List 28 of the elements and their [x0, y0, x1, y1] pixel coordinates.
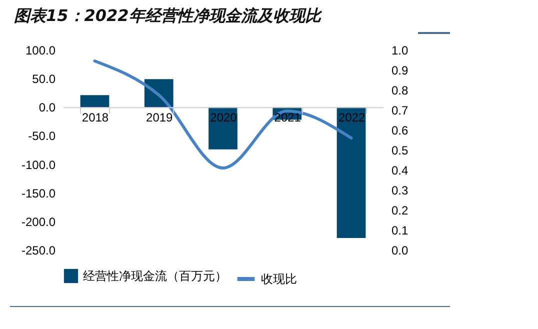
legend-label: 收现比: [261, 272, 297, 286]
y2-tick-label: 0.9: [392, 64, 409, 78]
y2-tick-label: 0.4: [392, 164, 409, 178]
x-tick-label: 2018: [82, 110, 109, 125]
y-tick-label: 0.0: [38, 100, 56, 115]
bar: [336, 107, 366, 238]
y-tick-label: -250.0: [21, 244, 56, 258]
y2-tick-label: 0.2: [392, 204, 409, 218]
x-tick-label: 2022: [338, 110, 366, 125]
chart-title: 图表15：2022年经营性净现金流及收现比: [14, 6, 321, 27]
y2-tick-label: 1.0: [392, 44, 409, 58]
y2-tick-label: 0.6: [392, 124, 409, 138]
y2-tick-label: 0.0: [392, 244, 409, 258]
y-tick-label: 100.0: [25, 44, 56, 58]
y-tick-label: -50.0: [28, 129, 56, 144]
y2-tick-label: 0.1: [392, 224, 409, 238]
y2-tick-label: 0.3: [392, 184, 409, 198]
x-tick-label: 2019: [146, 110, 174, 125]
y2-tick-label: 0.5: [392, 144, 409, 158]
y-tick-label: -100.0: [21, 158, 56, 172]
legend-label: 经营性净现金流（百万元）: [83, 269, 227, 283]
y-tick-label: 50.0: [32, 72, 56, 86]
y2-tick-label: 0.7: [392, 104, 409, 118]
bar: [80, 95, 110, 108]
y-tick-label: -200.0: [21, 214, 56, 229]
y2-tick-label: 0.8: [392, 84, 409, 98]
x-tick-label: 2020: [210, 110, 238, 125]
y-tick-label: -150.0: [21, 186, 56, 200]
